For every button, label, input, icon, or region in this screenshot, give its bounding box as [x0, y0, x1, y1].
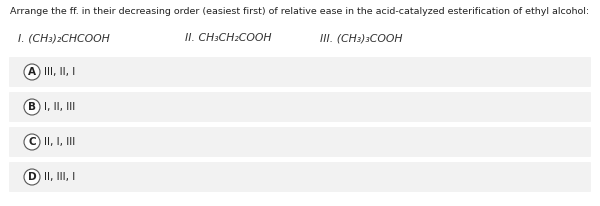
FancyBboxPatch shape [9, 162, 591, 192]
Text: III. (CH₃)₃COOH: III. (CH₃)₃COOH [320, 33, 403, 43]
Text: D: D [28, 172, 37, 182]
Text: II, III, I: II, III, I [44, 172, 75, 182]
Text: I. (CH₃)₂CHCOOH: I. (CH₃)₂CHCOOH [18, 33, 110, 43]
Text: C: C [28, 137, 36, 147]
Circle shape [24, 169, 40, 185]
Text: III, II, I: III, II, I [44, 67, 75, 77]
FancyBboxPatch shape [9, 92, 591, 122]
Circle shape [24, 134, 40, 150]
FancyBboxPatch shape [9, 127, 591, 157]
Text: B: B [28, 102, 36, 112]
Text: I, II, III: I, II, III [44, 102, 75, 112]
Circle shape [24, 99, 40, 115]
Text: A: A [28, 67, 36, 77]
Circle shape [24, 64, 40, 80]
Text: Arrange the ff. in their decreasing order (easiest first) of relative ease in th: Arrange the ff. in their decreasing orde… [10, 7, 589, 16]
FancyBboxPatch shape [9, 57, 591, 87]
Text: II. CH₃CH₂COOH: II. CH₃CH₂COOH [185, 33, 271, 43]
Text: II, I, III: II, I, III [44, 137, 75, 147]
